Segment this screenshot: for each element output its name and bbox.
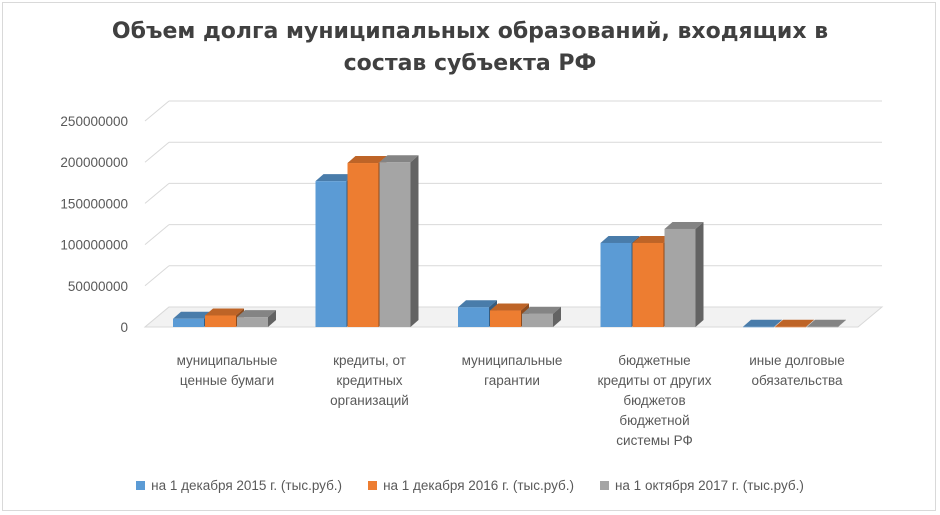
bar xyxy=(205,315,236,327)
bar-side xyxy=(774,319,782,327)
y-tick-label: 150000000 xyxy=(60,196,128,211)
bar-side xyxy=(838,319,846,327)
bar-top xyxy=(743,319,782,327)
bar-top xyxy=(490,303,529,311)
bar-side xyxy=(806,319,814,327)
legend-label: на 1 декабря 2015 г. (тыс.руб.) xyxy=(151,478,343,493)
legend-item: на 1 декабря 2016 г. (тыс.руб.) xyxy=(368,478,574,493)
legend-swatch xyxy=(368,481,378,490)
bar-side xyxy=(410,155,419,327)
bar xyxy=(522,313,553,327)
gridline-depth xyxy=(144,100,170,122)
bar xyxy=(632,242,664,327)
legend-item: на 1 декабря 2015 г. (тыс.руб.) xyxy=(136,478,342,493)
x-category-label: иные долговые обязательства xyxy=(749,353,844,388)
bar-top xyxy=(458,300,497,308)
bar-top xyxy=(522,306,561,314)
legend-label: на 1 октября 2017 г. (тыс.руб.) xyxy=(614,478,804,493)
bar-top xyxy=(664,221,704,229)
y-tick-label: 100000000 xyxy=(60,238,128,253)
bar-side xyxy=(695,221,704,327)
legend-swatch xyxy=(136,481,146,490)
x-category-label: муниципальные гарантии xyxy=(462,353,563,388)
bar-top xyxy=(205,308,244,316)
bar-top xyxy=(379,155,419,163)
legend-label: на 1 декабря 2016 г. (тыс.руб.) xyxy=(383,478,574,493)
bar-top xyxy=(600,235,640,243)
y-tick-label: 200000000 xyxy=(60,155,128,170)
bar xyxy=(315,181,347,327)
y-tick-label: 250000000 xyxy=(60,114,128,129)
gridline-depth xyxy=(144,183,170,204)
bar xyxy=(458,307,489,327)
bar xyxy=(807,326,838,328)
x-category-label: кредиты, от кредитных организаций xyxy=(330,353,409,408)
legend-swatch xyxy=(599,481,609,490)
y-tick-label: 50000000 xyxy=(68,279,128,294)
bar-side xyxy=(268,310,276,327)
bar xyxy=(347,163,379,327)
gridline-depth xyxy=(144,224,170,245)
bar xyxy=(490,310,521,327)
bar-side xyxy=(553,306,561,327)
bar-top xyxy=(775,319,814,327)
bar-top xyxy=(807,319,846,327)
bar xyxy=(600,242,632,327)
bar xyxy=(743,326,774,328)
x-category-label: муниципальные ценные бумаги xyxy=(177,353,278,388)
bar-top xyxy=(347,156,387,164)
bar xyxy=(379,162,411,327)
bar-top xyxy=(237,310,276,318)
chart-legend: на 1 декабря 2015 г. (тыс.руб.) на 1 дека… xyxy=(0,478,940,493)
bar xyxy=(664,228,696,327)
bar xyxy=(237,317,268,327)
bar-top xyxy=(173,311,212,319)
gridline-depth xyxy=(144,141,170,163)
bar xyxy=(775,326,806,328)
bar xyxy=(173,318,204,327)
gridline-depth xyxy=(144,265,170,287)
bar-top xyxy=(632,235,672,243)
bar-top xyxy=(315,174,355,182)
x-category-label: бюджетные кредиты от других бюджетов бюджет… xyxy=(597,353,711,448)
y-tick-label: 0 xyxy=(120,320,128,335)
chart-title: Объем долга муниципальных образований, в… xyxy=(111,19,829,76)
legend-item: на 1 октября 2017 г. (тыс.руб.) xyxy=(599,478,804,493)
